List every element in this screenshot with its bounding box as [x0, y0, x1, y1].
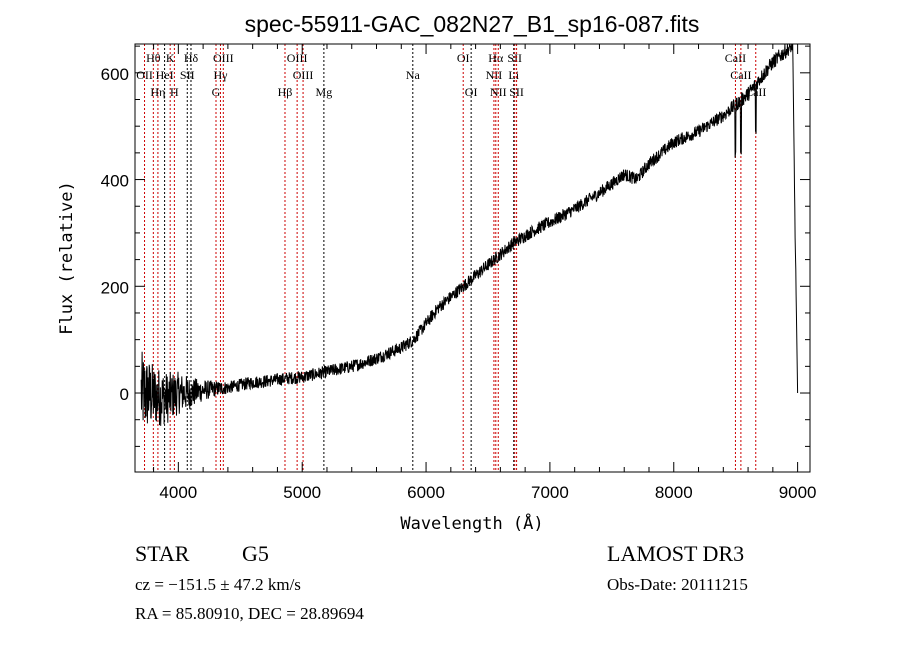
object-subclass: G5: [242, 541, 269, 566]
line-label: OIII: [293, 68, 314, 82]
line-label: OIII: [213, 51, 234, 65]
line-label: Li: [508, 68, 519, 82]
line-label: Hθ: [146, 51, 161, 65]
line-label: SII: [509, 85, 524, 99]
y-axis-label: Flux (relative): [57, 181, 77, 335]
x-tick-label: 6000: [407, 483, 445, 502]
line-label: Hβ: [278, 85, 293, 99]
chart-title: spec-55911-GAC_082N27_B1_sp16-087.fits: [245, 11, 700, 37]
ra-dec: RA = 85.80910, DEC = 28.89694: [135, 604, 364, 623]
x-tick-label: 5000: [283, 483, 321, 502]
line-label: SII: [180, 68, 195, 82]
redshift-cz: cz = −151.5 ± 47.2 km/s: [135, 575, 301, 594]
x-tick-label: 7000: [531, 483, 569, 502]
line-label: OI: [465, 85, 478, 99]
line-label: SII: [507, 51, 522, 65]
y-tick-label: 200: [101, 278, 129, 297]
x-tick-label: 9000: [779, 483, 817, 502]
line-label: OII: [136, 68, 153, 82]
plot-frame: [134, 43, 811, 473]
line-label: OIII: [287, 51, 308, 65]
line-label: Na: [406, 68, 421, 82]
y-tick-label: 0: [120, 385, 129, 404]
line-label: Mg: [316, 85, 333, 99]
line-label: CaII: [730, 68, 751, 82]
line-label: OI: [457, 51, 470, 65]
spectral-line-markers: OIIHθHηHeIKHSIIHδGHγOIIIHβOIIIOIIIMgNaOI…: [136, 44, 766, 472]
spectrum-line: [140, 43, 799, 426]
line-label: NII: [486, 68, 503, 82]
obs-date: Obs-Date: 20111215: [607, 575, 748, 594]
x-axis-label: Wavelength (Å): [400, 512, 543, 534]
spectrum-series: [140, 43, 799, 426]
line-label: NII: [490, 85, 507, 99]
line-label: H: [170, 85, 179, 99]
line-label: G: [212, 85, 221, 99]
line-label: HeI: [156, 68, 174, 82]
x-tick-label: 8000: [655, 483, 693, 502]
survey-name: LAMOST DR3: [607, 541, 744, 566]
line-label: Hγ: [213, 68, 228, 82]
line-label: Hδ: [184, 51, 199, 65]
line-label: Hη: [150, 85, 165, 99]
x-tick-label: 4000: [159, 483, 197, 502]
line-label: CaII: [725, 51, 746, 65]
y-tick-label: 400: [101, 172, 129, 191]
axes: 4000 5000 6000 7000 8000 9000 0 200 400 600: [101, 44, 817, 502]
line-label: K: [166, 51, 175, 65]
line-label: Hα: [488, 51, 504, 65]
object-class: STAR: [135, 541, 190, 566]
y-tick-label: 600: [101, 65, 129, 84]
